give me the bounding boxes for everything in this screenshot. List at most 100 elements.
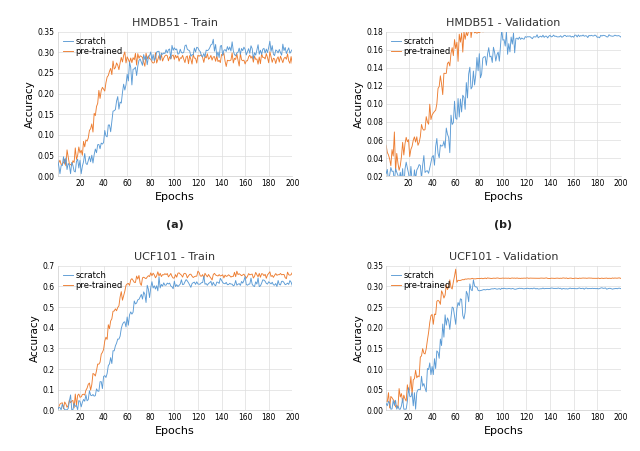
pre-trained (446, 277, 454, 282)
scratch (427, 159, 435, 165)
scratch (68, 407, 76, 413)
Text: (a): (a) (166, 220, 184, 230)
Legend: scratch, pre-trained: scratch, pre-trained (390, 36, 452, 57)
pre-trained (427, 313, 435, 318)
pre-trained (269, 275, 277, 280)
scratch (54, 157, 61, 162)
Legend: scratch, pre-trained: scratch, pre-trained (390, 270, 452, 291)
pre-trained (54, 406, 61, 412)
Y-axis label: Accuracy: Accuracy (353, 80, 364, 128)
scratch (271, 53, 278, 58)
scratch (392, 166, 399, 171)
pre-trained (68, 163, 76, 168)
Line: pre-trained: pre-trained (386, 18, 621, 171)
Title: HMDB51 - Validation: HMDB51 - Validation (446, 18, 561, 28)
pre-trained (63, 405, 71, 410)
Y-axis label: Accuracy: Accuracy (30, 314, 40, 362)
pre-trained (617, 28, 625, 33)
scratch (279, 41, 287, 47)
scratch (65, 161, 72, 166)
scratch (446, 327, 454, 332)
scratch (97, 379, 105, 384)
pre-trained (266, 49, 274, 55)
pre-trained (397, 154, 405, 159)
X-axis label: Epochs: Epochs (484, 192, 524, 202)
scratch (599, 32, 607, 38)
pre-trained (116, 295, 124, 300)
pre-trained (607, 276, 615, 281)
pre-trained (617, 276, 625, 281)
pre-trained (393, 151, 401, 156)
pre-trained (97, 351, 105, 357)
Line: scratch: scratch (386, 30, 621, 188)
X-axis label: Epochs: Epochs (484, 426, 524, 437)
scratch (617, 34, 625, 40)
pre-trained (466, 15, 474, 20)
scratch (498, 27, 506, 32)
Title: UCF101 - Train: UCF101 - Train (134, 252, 216, 262)
scratch (56, 171, 64, 176)
scratch (289, 283, 296, 288)
scratch (397, 403, 405, 409)
pre-trained (382, 398, 390, 404)
scratch (116, 333, 124, 339)
pre-trained (427, 117, 435, 122)
pre-trained (233, 268, 241, 274)
scratch (427, 372, 435, 377)
scratch (396, 170, 404, 175)
X-axis label: Epochs: Epochs (155, 426, 195, 437)
pre-trained (599, 276, 607, 281)
scratch (209, 37, 217, 42)
Line: scratch: scratch (58, 276, 292, 410)
Legend: scratch, pre-trained: scratch, pre-trained (62, 36, 123, 57)
pre-trained (386, 405, 394, 411)
scratch (117, 101, 125, 106)
X-axis label: Epochs: Epochs (155, 192, 195, 202)
scratch (278, 279, 285, 284)
scratch (393, 406, 401, 412)
pre-trained (278, 272, 285, 277)
scratch (387, 406, 395, 412)
pre-trained (446, 63, 454, 69)
Title: UCF101 - Validation: UCF101 - Validation (449, 252, 558, 262)
scratch (470, 277, 477, 283)
pre-trained (278, 57, 285, 62)
scratch (99, 141, 106, 147)
pre-trained (97, 88, 105, 93)
scratch (607, 286, 615, 291)
Line: scratch: scratch (58, 39, 292, 174)
pre-trained (54, 163, 61, 169)
Y-axis label: Accuracy: Accuracy (25, 80, 35, 128)
Text: (b): (b) (495, 220, 513, 230)
scratch (69, 163, 77, 168)
scratch (617, 286, 625, 291)
pre-trained (68, 398, 76, 404)
pre-trained (116, 60, 124, 65)
scratch (54, 407, 61, 413)
pre-trained (289, 61, 296, 66)
Legend: scratch, pre-trained: scratch, pre-trained (62, 270, 123, 291)
scratch (599, 285, 607, 291)
scratch (400, 185, 408, 190)
pre-trained (392, 169, 399, 174)
scratch (446, 150, 454, 156)
scratch (63, 407, 71, 413)
pre-trained (393, 403, 401, 408)
scratch (269, 282, 277, 287)
pre-trained (289, 270, 296, 275)
scratch (382, 171, 390, 176)
pre-trained (607, 28, 615, 33)
scratch (200, 273, 207, 279)
pre-trained (382, 143, 390, 148)
Title: HMDB51 - Train: HMDB51 - Train (132, 18, 218, 28)
pre-trained (269, 55, 277, 61)
Line: pre-trained: pre-trained (58, 271, 292, 409)
Line: pre-trained: pre-trained (58, 52, 292, 166)
pre-trained (63, 147, 71, 152)
Line: pre-trained: pre-trained (386, 269, 621, 408)
scratch (382, 401, 390, 406)
pre-trained (599, 28, 607, 34)
Y-axis label: Accuracy: Accuracy (353, 314, 364, 362)
scratch (607, 33, 615, 39)
scratch (289, 47, 296, 52)
